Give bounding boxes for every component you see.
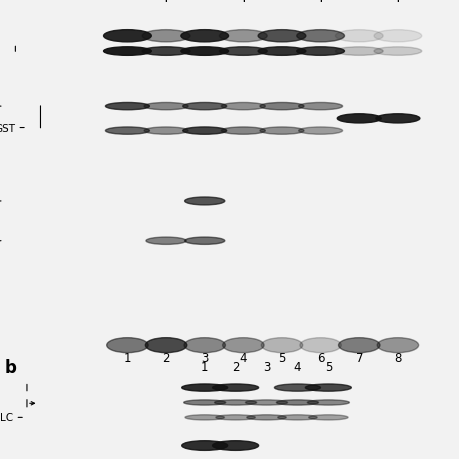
Text: 4: 4	[239, 351, 246, 364]
Ellipse shape	[277, 415, 316, 420]
Ellipse shape	[299, 338, 341, 353]
Ellipse shape	[221, 103, 265, 111]
Ellipse shape	[257, 31, 305, 43]
Text: 5: 5	[324, 360, 331, 373]
Ellipse shape	[296, 31, 344, 43]
Ellipse shape	[307, 400, 348, 405]
Ellipse shape	[103, 31, 151, 43]
Text: 6: 6	[316, 351, 324, 364]
Ellipse shape	[105, 103, 149, 111]
Text: -: -	[124, 0, 130, 5]
Ellipse shape	[373, 31, 421, 43]
Ellipse shape	[180, 48, 228, 56]
Text: +: +	[236, 0, 249, 5]
Text: +: +	[313, 0, 326, 5]
Ellipse shape	[185, 415, 224, 420]
Ellipse shape	[257, 48, 305, 56]
Ellipse shape	[145, 338, 186, 353]
Ellipse shape	[183, 400, 225, 405]
Text: 2: 2	[231, 360, 239, 373]
Ellipse shape	[308, 415, 347, 420]
Ellipse shape	[375, 114, 419, 123]
Text: LC: LC	[0, 413, 13, 422]
Text: -: -	[202, 0, 207, 5]
Ellipse shape	[184, 237, 224, 245]
Ellipse shape	[335, 31, 382, 43]
Ellipse shape	[105, 128, 149, 135]
Text: 7: 7	[355, 351, 362, 364]
Text: GST: GST	[0, 123, 15, 133]
Text: +: +	[159, 0, 172, 5]
Ellipse shape	[274, 384, 320, 392]
Ellipse shape	[181, 384, 227, 392]
Ellipse shape	[335, 48, 382, 56]
Ellipse shape	[259, 103, 303, 111]
Text: b: b	[5, 358, 17, 376]
Ellipse shape	[146, 237, 186, 245]
Ellipse shape	[180, 31, 228, 43]
Ellipse shape	[184, 338, 225, 353]
Ellipse shape	[305, 384, 351, 392]
Ellipse shape	[245, 400, 287, 405]
Ellipse shape	[212, 384, 258, 392]
Ellipse shape	[221, 128, 265, 135]
Ellipse shape	[338, 338, 379, 353]
Ellipse shape	[219, 48, 267, 56]
Ellipse shape	[373, 48, 421, 56]
Ellipse shape	[336, 114, 381, 123]
Ellipse shape	[182, 103, 226, 111]
Text: +: +	[391, 0, 403, 5]
Ellipse shape	[276, 400, 318, 405]
Text: 3: 3	[201, 351, 208, 364]
Ellipse shape	[215, 415, 255, 420]
Ellipse shape	[182, 128, 226, 135]
Ellipse shape	[106, 338, 148, 353]
Ellipse shape	[298, 128, 342, 135]
Ellipse shape	[222, 338, 263, 353]
Ellipse shape	[376, 338, 418, 353]
Ellipse shape	[144, 128, 188, 135]
Text: 1: 1	[123, 351, 131, 364]
Text: 5: 5	[278, 351, 285, 364]
Ellipse shape	[259, 128, 303, 135]
Ellipse shape	[214, 400, 256, 405]
Ellipse shape	[261, 338, 302, 353]
Text: 4: 4	[293, 360, 301, 373]
Ellipse shape	[181, 441, 227, 450]
Ellipse shape	[103, 48, 151, 56]
Ellipse shape	[142, 48, 190, 56]
Ellipse shape	[298, 103, 342, 111]
Text: -: -	[279, 0, 284, 5]
Ellipse shape	[219, 31, 267, 43]
Ellipse shape	[144, 103, 188, 111]
Text: 8: 8	[393, 351, 401, 364]
Text: 2: 2	[162, 351, 169, 364]
Ellipse shape	[296, 48, 344, 56]
Text: 3: 3	[262, 360, 269, 373]
Ellipse shape	[184, 197, 224, 206]
Text: -: -	[356, 0, 361, 5]
Ellipse shape	[212, 441, 258, 450]
Ellipse shape	[246, 415, 285, 420]
Text: 1: 1	[201, 360, 208, 373]
Ellipse shape	[142, 31, 190, 43]
